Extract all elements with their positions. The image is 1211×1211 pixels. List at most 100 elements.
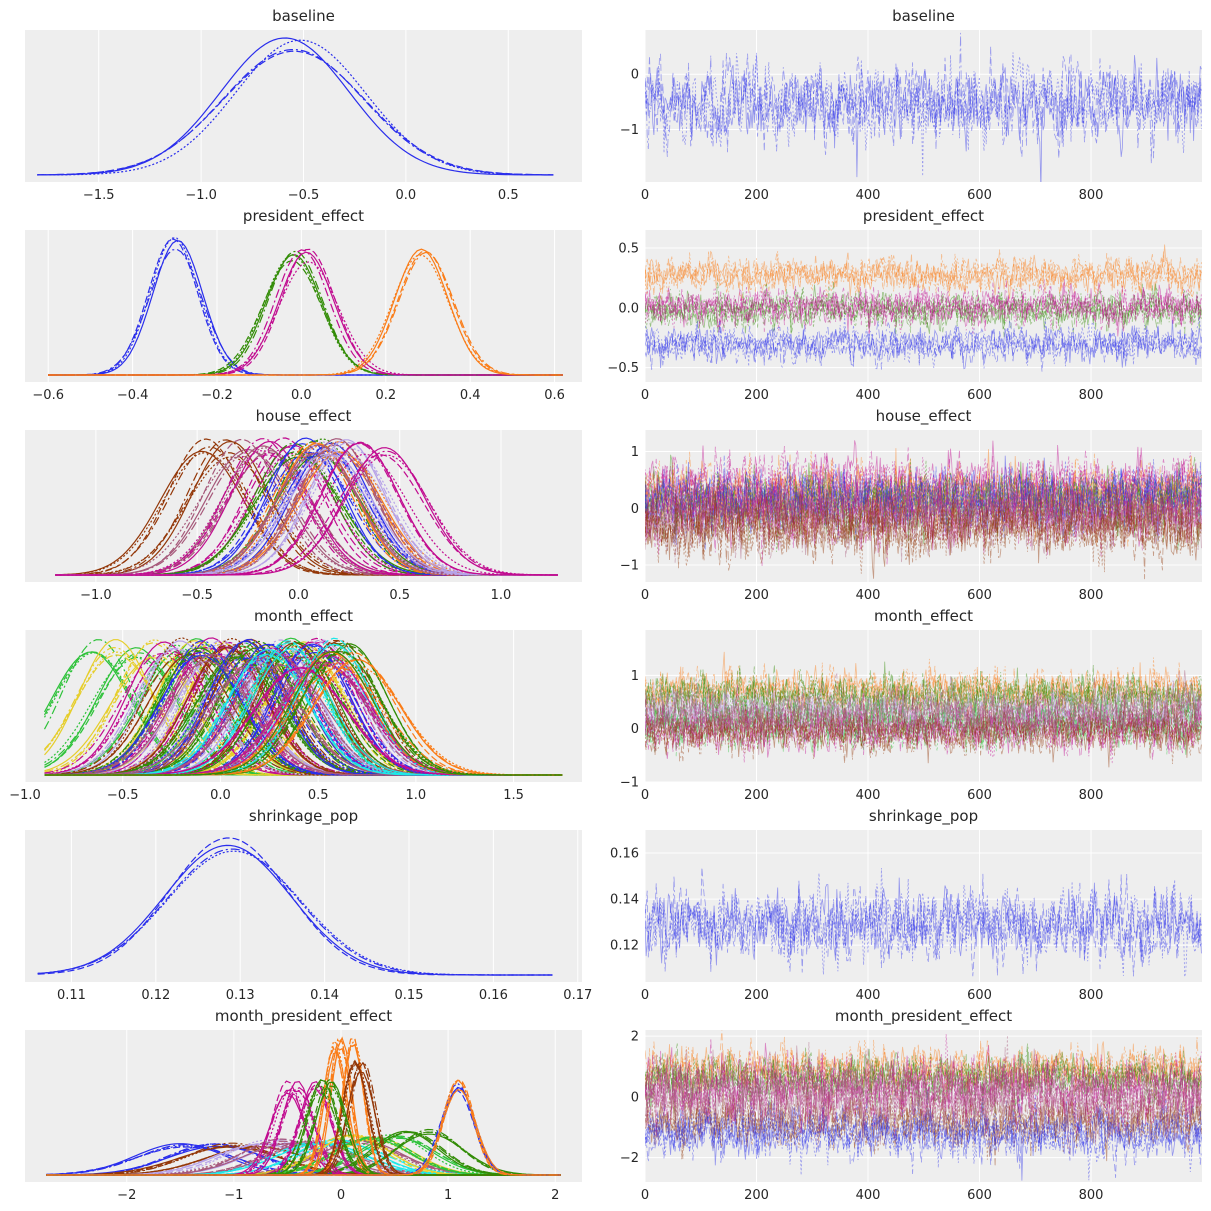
plot-area: [645, 630, 1202, 782]
trace-line-series-1-chain-0: [645, 448, 1202, 544]
density-curve-11-191: [44, 651, 563, 776]
panel-president-effect-trace: president_effect −0.5 0.0 0.5 0 200 400 600 800: [607, 207, 1202, 403]
trace-line-series-4-chain-3: [645, 1037, 1202, 1134]
trace-line-series-2-chain-1: [645, 681, 1202, 747]
trace-line-series-5-chain-0: [645, 476, 1202, 559]
x-tick-label: −0.2: [201, 388, 233, 403]
trace-line-series-1-chain-3: [645, 454, 1202, 547]
trace-line-series-5-chain-3: [645, 1046, 1202, 1156]
density-curve-8-71: [55, 442, 558, 576]
trace-line-series-0-chain-0: [645, 244, 1202, 300]
trace-line-series-1-chain-0: [645, 661, 1202, 725]
trace-line-series-0-chain-1: [645, 867, 1202, 977]
trace-line-series-3-chain-1: [645, 685, 1202, 757]
panel-title: president_effect: [863, 207, 984, 226]
panel-baseline-trace: baseline −1 0 0 200 400 600 800: [620, 7, 1202, 203]
y-tick-label: 0.14: [610, 893, 639, 908]
trace-line-series-0-chain-1: [645, 662, 1202, 722]
trace-line-series-5-chain-3: [645, 702, 1202, 762]
x-tick-label: 0: [641, 388, 649, 403]
x-tick-label: 0.6: [544, 388, 565, 403]
trace-line-series-1-chain-3: [645, 666, 1202, 733]
density-curve-3-82: [44, 648, 563, 776]
panel-title: shrinkage_pop: [249, 807, 358, 826]
density-curve-4-98: [44, 645, 563, 776]
trace-line-series-5-chain-1: [645, 467, 1202, 563]
trace-line-series-2-chain-0: [645, 684, 1202, 741]
trace-line-series-3-chain-1: [645, 1095, 1202, 1178]
x-tick-label: 800: [1079, 788, 1104, 803]
trace-line-series-3-chain-2: [645, 1094, 1202, 1181]
trace-line-series-4-chain-2: [645, 465, 1202, 551]
trace-line-series-6-chain-0: [645, 484, 1202, 579]
x-tick-label: 800: [1079, 388, 1104, 403]
trace-line-series-0-chain-2: [645, 452, 1202, 528]
x-tick-label: 600: [967, 588, 992, 603]
y-tick-label: 0: [631, 1090, 639, 1105]
panel-month-effect-density: month_effect −1.0 −0.5 0.0 0.5 1.0 1.5: [9, 607, 582, 803]
trace-line-series-0-chain-3: [645, 1036, 1202, 1108]
trace-line-series-5-chain-0: [645, 697, 1202, 768]
x-tick-label: 0: [641, 1188, 649, 1203]
x-tick-label: −0.5: [288, 188, 320, 203]
trace-line-series-1-chain-0: [645, 283, 1202, 334]
trace-line-series-2-chain-3: [645, 1078, 1202, 1159]
x-tick-label: 0.15: [395, 988, 424, 1003]
trace-line-series-2-chain-3: [645, 456, 1202, 541]
x-tick-label: 800: [1079, 988, 1104, 1003]
x-tick-label: 600: [967, 188, 992, 203]
density-curve-13-115: [46, 1079, 561, 1176]
panel-title: month_president_effect: [215, 1007, 392, 1026]
plot-area: [25, 830, 582, 982]
x-tick-label: −1.0: [80, 588, 112, 603]
density-curve-5-47: [55, 442, 558, 576]
trace-line-series-1-chain-1: [645, 282, 1202, 335]
x-tick-label: 0: [641, 988, 649, 1003]
y-tick-label: −2: [620, 1151, 639, 1166]
panel-title: month_effect: [874, 607, 973, 626]
x-tick-label: −0.5: [107, 788, 139, 803]
trace-line-series-3-chain-1: [645, 320, 1202, 372]
trace-line-series-2-chain-3: [645, 278, 1202, 333]
trace-line-series-4-chain-3: [645, 471, 1202, 567]
plot-area: [645, 1030, 1202, 1182]
x-tick-label: 0.14: [310, 988, 339, 1003]
density-curve-4-102: [44, 637, 563, 776]
density-curve-7-158: [44, 660, 563, 776]
plot-area: [645, 30, 1202, 182]
plot-area: [645, 430, 1202, 582]
x-tick-label: 0.16: [479, 988, 508, 1003]
x-tick-label: 0.11: [57, 988, 86, 1003]
x-tick-label: 400: [856, 788, 881, 803]
trace-line-series-0-chain-0: [645, 1041, 1202, 1096]
trace-line-series-2-chain-1: [645, 1079, 1202, 1167]
trace-line-series-0-chain-0: [645, 55, 1202, 182]
x-tick-label: −2: [117, 1188, 136, 1203]
density-curve-4-35: [55, 447, 558, 576]
panel-month-president-effect-trace: month_president_effect −2 0 2 0 200 400 600 800: [620, 1007, 1202, 1203]
y-tick-label: 0.16: [610, 847, 639, 862]
trace-line-series-4-chain-2: [645, 1034, 1202, 1139]
trace-line-series-5-chain-3: [645, 480, 1202, 564]
panel-month-president-effect-density: month_president_effect −2 −1 0 1 2: [25, 1007, 582, 1203]
plot-area: [25, 230, 582, 382]
x-tick-label: −1: [224, 1188, 243, 1203]
x-tick-label: −0.6: [32, 388, 64, 403]
trace-line-series-5-chain-0: [645, 1045, 1202, 1151]
y-tick-label: −1: [620, 123, 639, 138]
density-curve-8-70: [55, 453, 558, 576]
trace-line-series-4-chain-0: [645, 472, 1202, 553]
density-curve-0-1: [37, 837, 553, 976]
trace-line-series-5-chain-2: [645, 477, 1202, 559]
x-tick-label: 800: [1079, 588, 1104, 603]
panel-title: shrinkage_pop: [869, 807, 978, 826]
x-tick-label: 800: [1079, 188, 1104, 203]
density-curve-1-46: [44, 651, 563, 776]
trace-line-series-3-chain-0: [645, 1101, 1202, 1181]
x-tick-label: 200: [744, 188, 769, 203]
density-curve-9-178: [44, 656, 563, 776]
density-curve-4-94: [44, 637, 563, 776]
density-curve-10-182: [44, 665, 563, 776]
trace-line-series-1-chain-1: [645, 1043, 1202, 1115]
x-tick-label: 0.13: [226, 988, 255, 1003]
